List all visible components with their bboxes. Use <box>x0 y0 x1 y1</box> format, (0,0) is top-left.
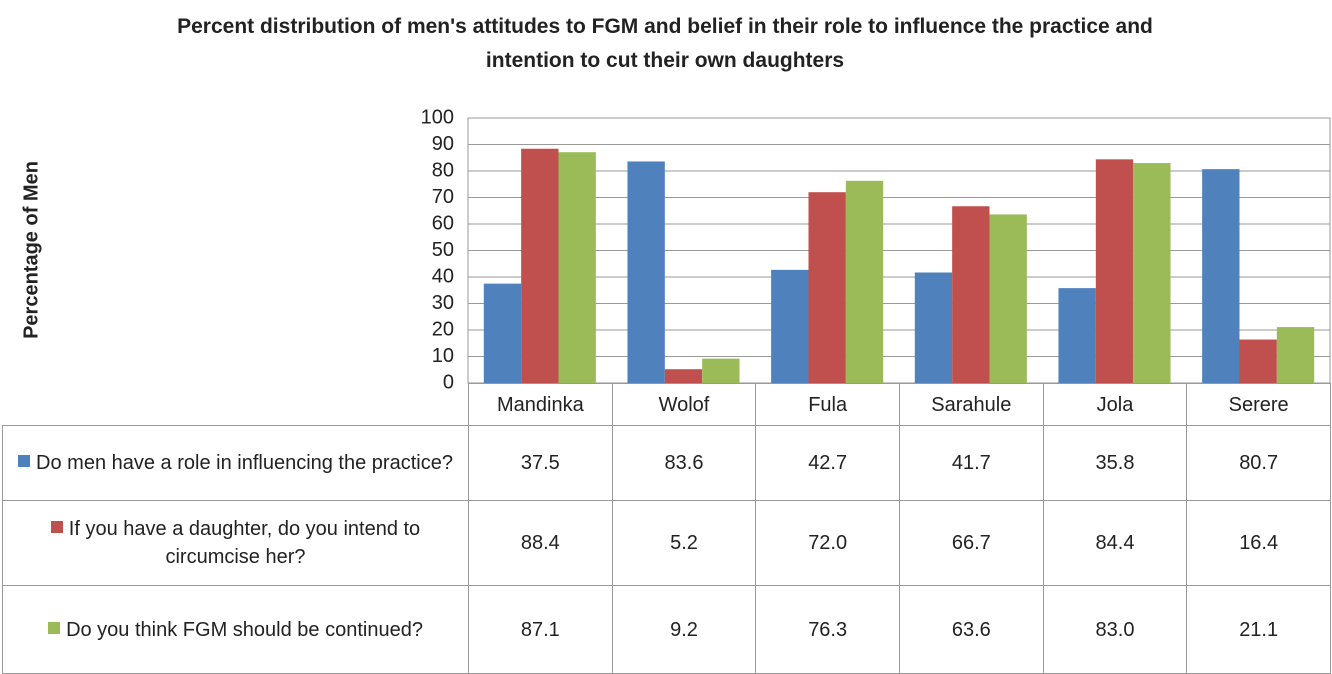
bar <box>1202 169 1240 383</box>
table-value: 87.1 <box>468 585 613 674</box>
table-value: 41.7 <box>899 425 1044 501</box>
legend-swatch <box>48 621 61 634</box>
bar <box>483 283 522 383</box>
category-cell: Wolof <box>611 383 757 426</box>
table-value: 72.0 <box>755 500 900 586</box>
bar <box>914 272 953 383</box>
y-axis-label: Percentage of Men <box>20 161 42 339</box>
y-tick-label: 50 <box>432 239 454 261</box>
y-tick-label: 100 <box>421 106 454 128</box>
table-value: 35.8 <box>1042 425 1188 501</box>
table-value: 76.3 <box>755 585 900 674</box>
category-cell: Sarahule <box>899 383 1044 426</box>
legend-swatch <box>18 455 31 467</box>
chart-title: Percent distribution of men's attitudes … <box>177 15 1153 72</box>
bar <box>1095 159 1134 383</box>
bar <box>989 214 1027 383</box>
table-value: 84.4 <box>1042 500 1188 586</box>
legend-cell: Do you think FGM should be continued? <box>2 585 469 674</box>
legend-entry: If you have a daughter, do you intend to… <box>11 515 460 571</box>
table-value: 16.4 <box>1186 500 1331 586</box>
legend-entry: Do men have a role in influencing the pr… <box>18 449 453 477</box>
bar <box>664 369 703 383</box>
table-value: 21.1 <box>1186 585 1331 674</box>
table-value: 5.2 <box>611 500 757 586</box>
category-cell: Jola <box>1042 383 1188 426</box>
legend-cell: Do men have a role in influencing the pr… <box>2 425 469 501</box>
table-value: 63.6 <box>899 585 1044 674</box>
y-tick-label: 60 <box>432 212 454 234</box>
legend-swatch <box>50 521 63 533</box>
bar <box>627 161 665 383</box>
y-tick-label: 40 <box>432 265 454 287</box>
bar <box>1276 327 1315 383</box>
legend-cell: If you have a daughter, do you intend to… <box>2 500 469 586</box>
bar <box>702 358 740 383</box>
table-value: 88.4 <box>468 500 613 586</box>
y-tick-label: 70 <box>432 186 454 208</box>
category-cell: Fula <box>755 383 900 426</box>
bar <box>558 152 596 383</box>
y-tick-label: 0 <box>443 371 454 393</box>
bar <box>845 180 884 383</box>
legend-label: Do men have a role in influencing the pr… <box>36 452 453 474</box>
legend-label: Do you think FGM should be continued? <box>66 618 423 641</box>
bar <box>771 269 809 383</box>
category-cell: Mandinka <box>468 383 613 426</box>
table-value: 80.7 <box>1186 425 1331 501</box>
table-value: 66.7 <box>899 500 1044 586</box>
bar <box>952 206 990 383</box>
bar <box>1239 339 1277 383</box>
y-tick-label: 20 <box>432 318 454 340</box>
bar <box>1133 163 1171 383</box>
y-tick-label: 10 <box>432 345 454 367</box>
bar <box>521 148 559 383</box>
table-value: 37.5 <box>468 425 613 501</box>
y-tick-label: 90 <box>432 133 454 155</box>
legend-label: If you have a daughter, do you intend to… <box>68 518 421 568</box>
table-value: 83.6 <box>611 425 757 501</box>
legend-entry: Do you think FGM should be continued? <box>48 616 423 644</box>
bar <box>808 192 846 383</box>
table-value: 83.0 <box>1042 585 1188 674</box>
bar <box>1058 288 1096 383</box>
table-value: 42.7 <box>755 425 900 501</box>
y-tick-label: 80 <box>432 159 454 181</box>
category-cell: Serere <box>1186 383 1331 426</box>
y-tick-label: 30 <box>432 292 454 314</box>
table-value: 9.2 <box>611 585 757 674</box>
